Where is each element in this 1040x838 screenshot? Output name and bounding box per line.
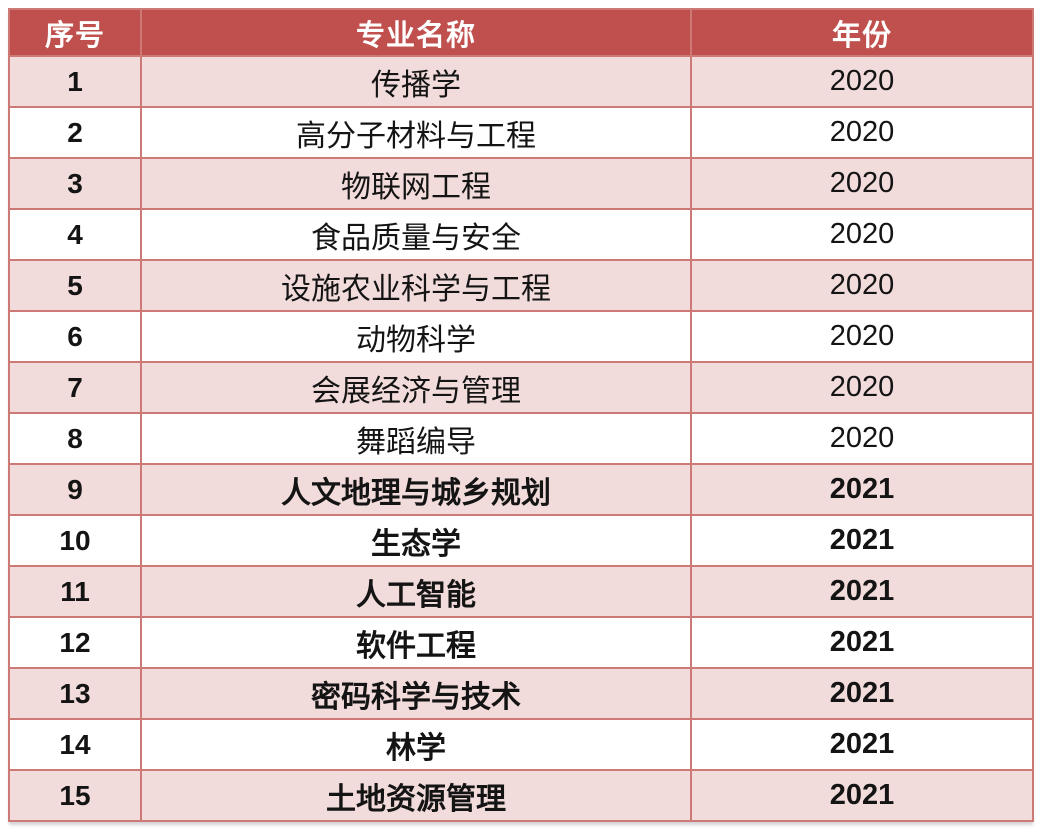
row-number-cell: 12 xyxy=(8,616,142,669)
col-header-no: 序号 xyxy=(8,8,142,57)
year-cell: 2021 xyxy=(690,565,1034,618)
table-row: 4 食品质量与安全 2020 xyxy=(8,208,1034,261)
table-row: 12 软件工程 2021 xyxy=(8,616,1034,669)
table-row: 6 动物科学 2020 xyxy=(8,310,1034,363)
major-name-cell: 传播学 xyxy=(140,55,692,108)
year-cell: 2020 xyxy=(690,106,1034,159)
row-number-cell: 13 xyxy=(8,667,142,720)
header-row: 序号 专业名称 年份 xyxy=(8,8,1034,57)
table-body: 1 传播学 2020 2 高分子材料与工程 2020 3 物联网工程 2020 … xyxy=(8,55,1034,822)
major-name-cell: 舞蹈编导 xyxy=(140,412,692,465)
table-row: 3 物联网工程 2020 xyxy=(8,157,1034,210)
major-name-cell: 土地资源管理 xyxy=(140,769,692,822)
row-number-cell: 15 xyxy=(8,769,142,822)
table-row: 14 林学 2021 xyxy=(8,718,1034,771)
row-number-cell: 8 xyxy=(8,412,142,465)
row-number-cell: 3 xyxy=(8,157,142,210)
year-cell: 2020 xyxy=(690,157,1034,210)
year-cell: 2021 xyxy=(690,718,1034,771)
major-name-cell: 动物科学 xyxy=(140,310,692,363)
table-row: 5 设施农业科学与工程 2020 xyxy=(8,259,1034,312)
year-cell: 2021 xyxy=(690,667,1034,720)
year-cell: 2021 xyxy=(690,463,1034,516)
table-row: 15 土地资源管理 2021 xyxy=(8,769,1034,822)
year-cell: 2021 xyxy=(690,769,1034,822)
col-header-major: 专业名称 xyxy=(140,8,692,57)
year-cell: 2021 xyxy=(690,616,1034,669)
row-number-cell: 10 xyxy=(8,514,142,567)
year-cell: 2020 xyxy=(690,412,1034,465)
major-name-cell: 人文地理与城乡规划 xyxy=(140,463,692,516)
major-name-cell: 高分子材料与工程 xyxy=(140,106,692,159)
year-cell: 2020 xyxy=(690,361,1034,414)
major-name-cell: 会展经济与管理 xyxy=(140,361,692,414)
row-number-cell: 2 xyxy=(8,106,142,159)
year-cell: 2021 xyxy=(690,514,1034,567)
year-cell: 2020 xyxy=(690,310,1034,363)
major-name-cell: 食品质量与安全 xyxy=(140,208,692,261)
major-name-cell: 林学 xyxy=(140,718,692,771)
table-row: 13 密码科学与技术 2021 xyxy=(8,667,1034,720)
table-row: 1 传播学 2020 xyxy=(8,55,1034,108)
row-number-cell: 7 xyxy=(8,361,142,414)
year-cell: 2020 xyxy=(690,55,1034,108)
year-cell: 2020 xyxy=(690,259,1034,312)
row-number-cell: 1 xyxy=(8,55,142,108)
row-number-cell: 6 xyxy=(8,310,142,363)
row-number-cell: 4 xyxy=(8,208,142,261)
year-cell: 2020 xyxy=(690,208,1034,261)
majors-table: 序号 专业名称 年份 1 传播学 2020 2 高分子材料与工程 2020 3 … xyxy=(8,8,1034,822)
table-row: 10 生态学 2021 xyxy=(8,514,1034,567)
row-number-cell: 5 xyxy=(8,259,142,312)
table-row: 7 会展经济与管理 2020 xyxy=(8,361,1034,414)
major-name-cell: 人工智能 xyxy=(140,565,692,618)
table-row: 2 高分子材料与工程 2020 xyxy=(8,106,1034,159)
major-name-cell: 软件工程 xyxy=(140,616,692,669)
major-name-cell: 生态学 xyxy=(140,514,692,567)
table-row: 8 舞蹈编导 2020 xyxy=(8,412,1034,465)
table-row: 11 人工智能 2021 xyxy=(8,565,1034,618)
row-number-cell: 11 xyxy=(8,565,142,618)
row-number-cell: 14 xyxy=(8,718,142,771)
major-name-cell: 设施农业科学与工程 xyxy=(140,259,692,312)
major-name-cell: 物联网工程 xyxy=(140,157,692,210)
table-row: 9 人文地理与城乡规划 2021 xyxy=(8,463,1034,516)
major-name-cell: 密码科学与技术 xyxy=(140,667,692,720)
col-header-year: 年份 xyxy=(690,8,1034,57)
row-number-cell: 9 xyxy=(8,463,142,516)
